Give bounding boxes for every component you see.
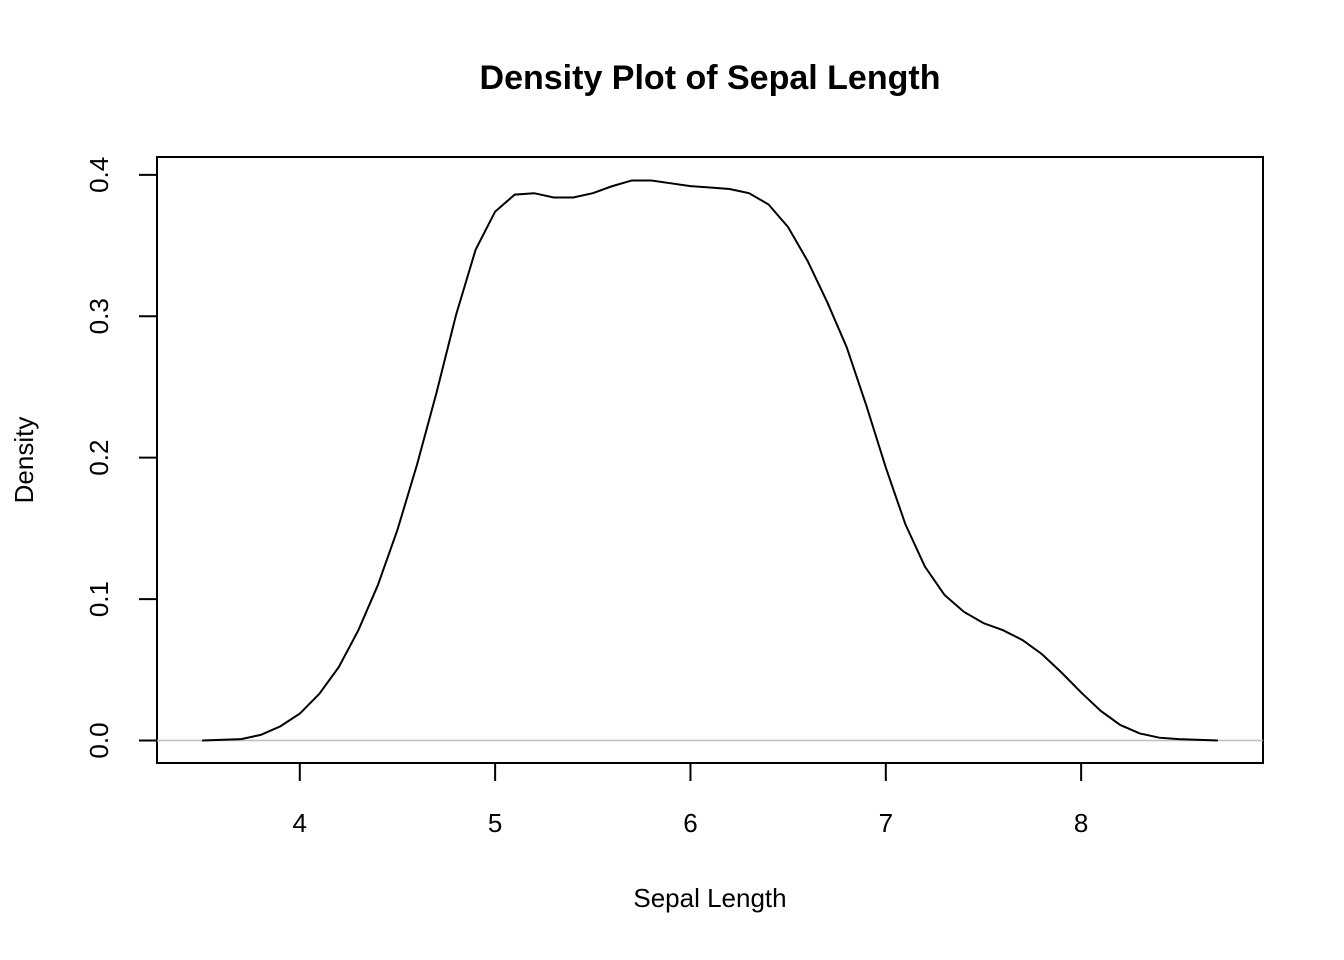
y-tick-label: 0.1 [84, 581, 114, 617]
plot-frame [156, 156, 1264, 764]
y-tick-label: 0.3 [84, 298, 114, 334]
y-tick-label: 0.2 [84, 440, 114, 476]
y-axis-label: Density [9, 417, 39, 504]
x-tick-label: 4 [293, 808, 307, 838]
x-axis-label: Sepal Length [633, 883, 786, 913]
y-tick-label: 0.0 [84, 722, 114, 758]
y-tick-label: 0.4 [84, 157, 114, 193]
x-tick-label: 5 [488, 808, 502, 838]
x-tick-label: 6 [683, 808, 697, 838]
density-line [202, 179, 1218, 742]
x-tick-label: 7 [879, 808, 893, 838]
x-tick-label: 8 [1074, 808, 1088, 838]
chart-title: Density Plot of Sepal Length [480, 59, 941, 97]
